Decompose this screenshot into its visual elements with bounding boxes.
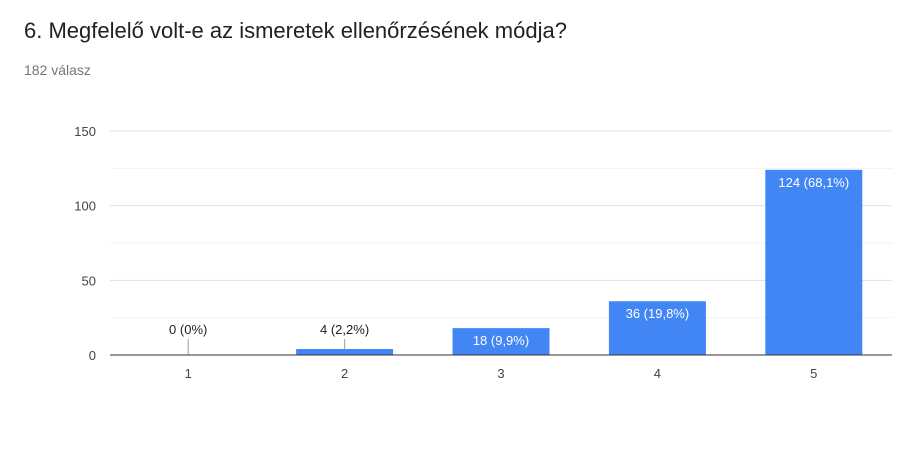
data-label: 36 (19,8%) bbox=[626, 306, 690, 321]
x-tick-label: 1 bbox=[185, 366, 192, 381]
x-tick-label: 5 bbox=[810, 366, 817, 381]
axes: 0 50 100 150 1 2 3 4 5 bbox=[74, 124, 892, 381]
x-tick-label: 4 bbox=[654, 366, 661, 381]
bar-4 bbox=[608, 301, 706, 355]
data-label: 0 (0%) bbox=[169, 322, 207, 337]
response-count: 182 válasz bbox=[24, 62, 91, 78]
y-tick-label: 150 bbox=[74, 124, 96, 139]
bar-3 bbox=[452, 328, 550, 355]
x-tick-label: 2 bbox=[341, 366, 348, 381]
data-label: 4 (2,2%) bbox=[320, 322, 369, 337]
question-title: 6. Megfelelő volt-e az ismeretek ellenőr… bbox=[24, 18, 567, 43]
y-tick-label: 50 bbox=[82, 273, 96, 288]
bar-5 bbox=[765, 169, 863, 355]
data-label: 124 (68,1%) bbox=[778, 175, 849, 190]
y-tick-label: 0 bbox=[89, 348, 96, 363]
bar-2 bbox=[296, 349, 394, 355]
data-label: 18 (9,9%) bbox=[473, 333, 529, 348]
y-tick-label: 100 bbox=[74, 199, 96, 214]
data-labels: 0 (0%) 4 (2,2%) 18 (9,9%) 36 (19,8%) 124 (68… bbox=[169, 175, 849, 355]
x-tick-label: 3 bbox=[497, 366, 504, 381]
grid-lines bbox=[110, 130, 892, 319]
bars bbox=[296, 169, 863, 355]
